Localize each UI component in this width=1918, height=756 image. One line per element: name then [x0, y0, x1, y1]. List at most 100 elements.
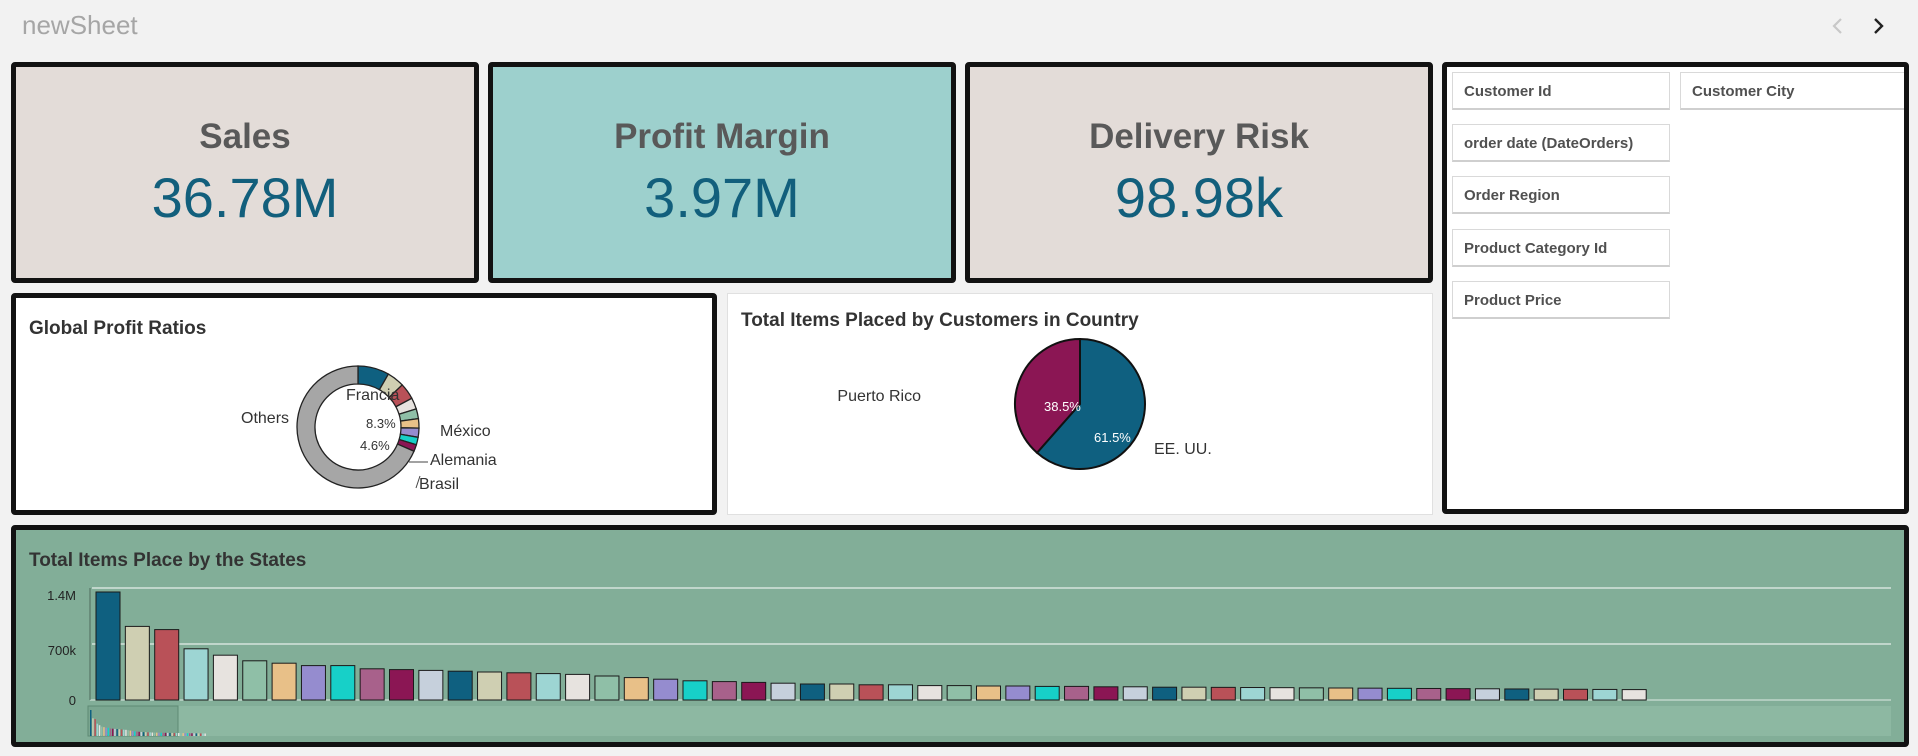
- scrollbar-mini-bar: [149, 732, 151, 736]
- bar[interactable]: [389, 669, 414, 701]
- bar[interactable]: [477, 671, 503, 701]
- bar[interactable]: [506, 672, 532, 701]
- bar[interactable]: [1064, 685, 1090, 701]
- filter-order-region[interactable]: Order Region: [1452, 176, 1670, 214]
- bar[interactable]: [1504, 688, 1530, 701]
- filter-customer-id[interactable]: Customer Id: [1452, 72, 1670, 110]
- bar[interactable]: [1152, 686, 1178, 701]
- bar[interactable]: [359, 668, 385, 701]
- scrollbar-mini-bar: [202, 733, 204, 736]
- bar[interactable]: [1592, 688, 1618, 701]
- bar[interactable]: [799, 683, 825, 701]
- pie-chart[interactable]: Puerto Rico EE. UU. 38.5% 61.5%: [728, 294, 1432, 514]
- kpi-card-delivery-risk[interactable]: Delivery Risk 98.98k: [965, 62, 1433, 283]
- bar[interactable]: [1357, 687, 1383, 701]
- bar[interactable]: [271, 662, 297, 701]
- bar[interactable]: [300, 665, 326, 701]
- bar[interactable]: [565, 673, 591, 701]
- scrollbar-mini-bar: [151, 732, 154, 736]
- bar[interactable]: [711, 681, 737, 701]
- scrollbar-mini-bar: [178, 733, 180, 736]
- donut-data-label: 4.6%: [360, 438, 390, 453]
- next-sheet-button[interactable]: [1866, 12, 1890, 40]
- scrollbar-mini-bar: [129, 730, 132, 736]
- bar[interactable]: [1445, 688, 1471, 701]
- bar[interactable]: [1533, 688, 1559, 701]
- pie-slice[interactable]: [1035, 337, 1146, 470]
- filter-product-price[interactable]: Product Price: [1452, 281, 1670, 319]
- scrollbar-mini-bar: [92, 718, 94, 736]
- y-tick-label: 1.4M: [47, 588, 76, 603]
- bar[interactable]: [1474, 688, 1500, 701]
- bar[interactable]: [1298, 687, 1324, 701]
- bar[interactable]: [1181, 686, 1207, 701]
- scrollbar-mini-bar: [175, 732, 178, 736]
- bar[interactable]: [1328, 687, 1354, 701]
- bar[interactable]: [212, 654, 238, 701]
- bar[interactable]: [1563, 688, 1588, 701]
- bar[interactable]: [741, 681, 767, 701]
- bar[interactable]: [1269, 687, 1295, 701]
- bar[interactable]: [183, 648, 209, 701]
- bar[interactable]: [447, 670, 473, 701]
- bar[interactable]: [623, 677, 649, 701]
- scrollbar-mini-bar: [136, 731, 138, 736]
- chart-country-items[interactable]: Total Items Placed by Customers in Count…: [727, 293, 1433, 515]
- scrollbar-mini-bar: [107, 727, 110, 736]
- scrollbar-track[interactable]: [88, 706, 1891, 736]
- scrollbar-mini-bar: [156, 732, 158, 736]
- bar[interactable]: [682, 680, 708, 701]
- kpi-card-profit-margin[interactable]: Profit Margin 3.97M: [488, 62, 956, 283]
- scrollbar-mini-bar: [140, 731, 143, 736]
- previous-sheet-button[interactable]: [1826, 12, 1850, 40]
- scrollbar-mini-bar: [103, 727, 105, 736]
- y-tick-label: 0: [69, 693, 76, 708]
- bar[interactable]: [1005, 685, 1031, 701]
- bar[interactable]: [535, 673, 561, 701]
- bar[interactable]: [829, 683, 855, 701]
- scrollbar-mini-bar: [167, 732, 169, 736]
- bar[interactable]: [154, 629, 180, 701]
- bar[interactable]: [858, 684, 884, 701]
- bar[interactable]: [1416, 687, 1442, 701]
- donut-slice[interactable]: [296, 365, 415, 489]
- bar[interactable]: [418, 669, 444, 701]
- scrollbar-mini-bar: [189, 733, 191, 736]
- filter-order-date[interactable]: order date (DateOrders): [1452, 124, 1670, 162]
- kpi-card-sales[interactable]: Sales 36.78M: [11, 62, 479, 283]
- scrollbar-mini-bar: [123, 729, 125, 736]
- bar[interactable]: [1034, 685, 1060, 701]
- bar[interactable]: [917, 685, 943, 701]
- pie-slice[interactable]: [1014, 337, 1081, 455]
- bar[interactable]: [1621, 689, 1647, 701]
- bar[interactable]: [1240, 687, 1266, 701]
- bar[interactable]: [946, 685, 972, 701]
- scrollbar-mini-bar: [147, 732, 149, 736]
- bar-chart[interactable]: 1.4M 700k 0: [16, 530, 1904, 742]
- filter-customer-city[interactable]: Customer City: [1680, 72, 1904, 110]
- scrollbar-mini-bar: [197, 733, 200, 736]
- scrollbar-mini-bar: [131, 730, 134, 736]
- chart-global-profit-ratios[interactable]: Global Profit Ratios Francia México Alem…: [11, 293, 717, 515]
- filter-product-category-id[interactable]: Product Category Id: [1452, 229, 1670, 267]
- bar[interactable]: [976, 685, 1001, 701]
- scrollbar-mini-bar: [195, 733, 198, 736]
- scrollbar-mini-bar: [101, 726, 103, 736]
- scrollbar-mini-bar: [158, 732, 160, 736]
- chart-state-items[interactable]: Total Items Place by the States 1.4M 700…: [11, 525, 1909, 747]
- scrollbar-mini-bar: [171, 732, 173, 736]
- bar[interactable]: [887, 684, 913, 701]
- bar[interactable]: [653, 678, 679, 701]
- bar[interactable]: [124, 625, 150, 701]
- bar[interactable]: [330, 665, 356, 701]
- scrollbar-mini-bar: [173, 732, 176, 736]
- bar[interactable]: [242, 660, 268, 701]
- bar[interactable]: [770, 682, 796, 701]
- bar[interactable]: [1093, 686, 1119, 701]
- donut-chart[interactable]: Francia México Alemania Brasil Others 8.…: [16, 298, 712, 510]
- bar[interactable]: [594, 675, 620, 701]
- bar[interactable]: [1210, 686, 1236, 701]
- bar[interactable]: [1386, 687, 1412, 701]
- bar[interactable]: [1122, 686, 1148, 701]
- bar[interactable]: [95, 591, 121, 701]
